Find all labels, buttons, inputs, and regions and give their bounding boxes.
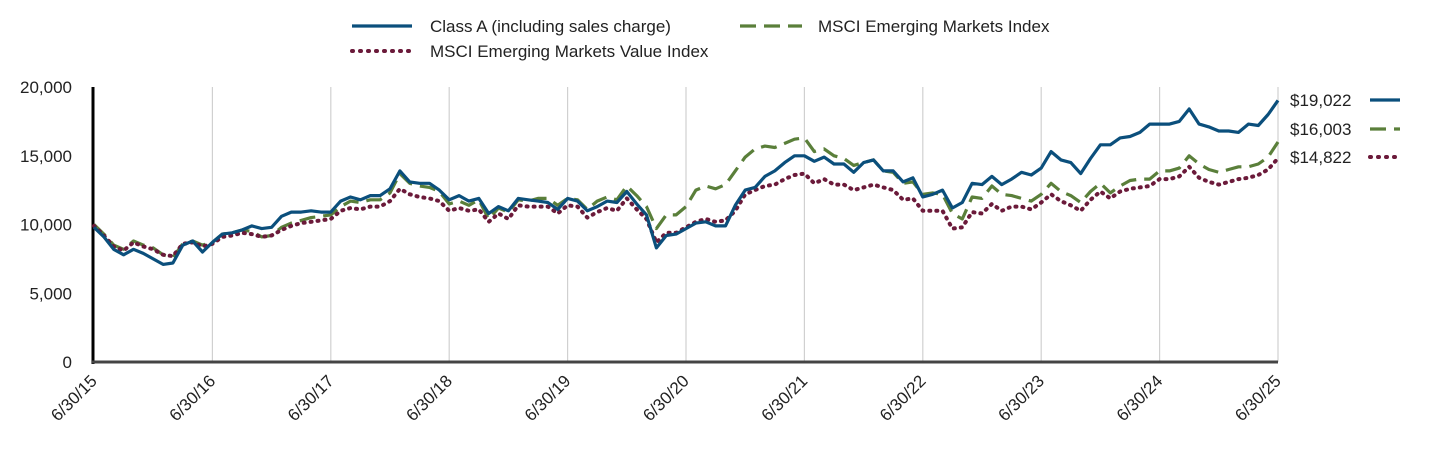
legend-label: Class A (including sales charge)	[430, 17, 671, 36]
legend-label: MSCI Emerging Markets Value Index	[430, 42, 709, 61]
x-tick-label: 6/30/18	[402, 371, 456, 425]
end-value-label: $14,822	[1290, 148, 1351, 167]
legend-label: MSCI Emerging Markets Index	[818, 17, 1050, 36]
x-tick-label: 6/30/23	[994, 371, 1048, 425]
y-tick-label: 20,000	[20, 78, 72, 97]
x-tick-label: 6/30/19	[521, 371, 575, 425]
end-value-label: $16,003	[1290, 120, 1351, 139]
end-value-label: $19,022	[1290, 91, 1351, 110]
y-tick-label: 15,000	[20, 147, 72, 166]
x-tick-label: 6/30/17	[284, 371, 338, 425]
y-axis: 0 5,000 10,000 15,000 20,000	[20, 78, 95, 372]
x-tick-label: 6/30/20	[639, 371, 693, 425]
x-tick-label: 6/30/24	[1113, 371, 1167, 425]
y-tick-label: 10,000	[20, 216, 72, 235]
x-tick-label: 6/30/21	[758, 371, 812, 425]
series-line-2	[92, 136, 1280, 260]
x-tick-label: 6/30/25	[1231, 371, 1285, 425]
legend: Class A (including sales charge) MSCI Eme…	[350, 17, 1050, 61]
x-tick-label: 6/30/15	[47, 371, 101, 425]
x-axis: 6/30/15 6/30/16 6/30/17 6/30/18 6/30/19 6/30/…	[47, 360, 1285, 425]
end-labels: $19,022 $16,003 $14,822	[1290, 91, 1402, 167]
series-line-1	[92, 99, 1280, 266]
y-tick-label: 5,000	[29, 284, 72, 303]
y-tick-label: 0	[63, 353, 72, 372]
gridlines	[211, 87, 1279, 362]
series-line-3	[92, 156, 1280, 259]
x-tick-label: 6/30/22	[876, 371, 930, 425]
series-lines	[92, 99, 1280, 266]
x-tick-label: 6/30/16	[166, 371, 220, 425]
